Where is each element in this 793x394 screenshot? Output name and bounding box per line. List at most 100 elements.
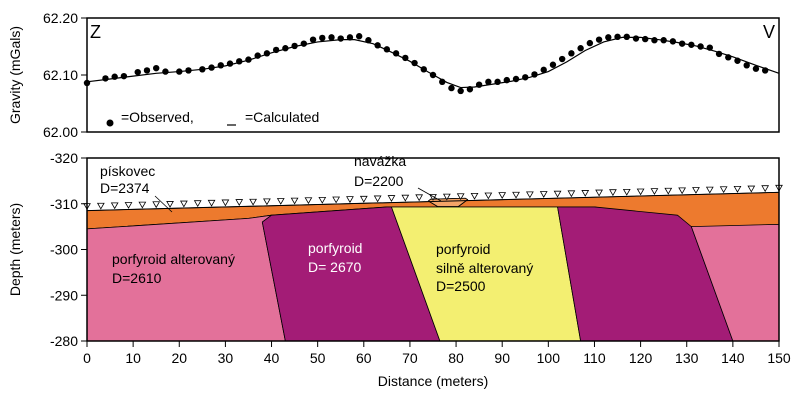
station-marker <box>650 188 659 196</box>
depth-axis-label: Depth (meters) <box>7 203 23 296</box>
observed-point <box>568 50 575 57</box>
station-marker <box>636 188 645 196</box>
station-marker <box>373 195 382 203</box>
station-marker <box>249 198 257 206</box>
observed-point <box>111 73 118 80</box>
observed-point <box>697 43 704 50</box>
observed-point <box>185 67 192 74</box>
station-marker <box>719 186 728 194</box>
distance-x-tick-label: 30 <box>218 350 234 366</box>
station-markers <box>83 184 783 211</box>
observed-point <box>752 65 760 72</box>
station-marker <box>747 185 756 193</box>
observed-point <box>365 37 372 44</box>
distance-axis-label: Distance (meters) <box>378 373 488 389</box>
station-marker <box>512 191 520 199</box>
observed-point <box>254 52 261 59</box>
observed-point <box>153 64 160 72</box>
station-marker <box>664 187 673 195</box>
gravity-axis-label: Gravity (mGals) <box>7 26 23 124</box>
observed-point <box>245 56 252 63</box>
observed-point <box>725 54 732 61</box>
station-marker <box>318 196 327 204</box>
station-marker <box>595 189 603 197</box>
distance-x-tick-label: 80 <box>448 350 464 366</box>
station-marker <box>567 190 576 198</box>
station-marker <box>470 192 479 200</box>
distance-x-tick-label: 50 <box>310 350 326 366</box>
observed-point <box>429 71 437 79</box>
station-marker <box>401 194 410 202</box>
depth-y-tick-label: -300 <box>50 242 78 258</box>
observed-point <box>558 55 566 63</box>
observed-point <box>540 66 547 74</box>
observed-point <box>355 33 363 40</box>
gravity-y-ticks: 62.00 62.10 62.20 <box>43 10 87 140</box>
station-marker <box>705 186 714 194</box>
station-marker <box>539 191 548 198</box>
station-marker <box>124 202 133 209</box>
distance-x-ticks: 0 10 20 30 40 50 60 70 80 90 100 110 120 130 140 150 <box>83 341 791 366</box>
depth-y-tick-label: -320 <box>50 150 78 166</box>
observed-point <box>531 71 538 78</box>
geologic-bodies <box>86 191 780 342</box>
gravity-legend: =Observed, =Calculated <box>106 109 319 127</box>
observed-point <box>715 50 723 58</box>
station-marker <box>193 200 202 208</box>
station-marker <box>359 195 368 203</box>
distance-x-tick-label: 0 <box>83 350 91 366</box>
observed-point <box>217 62 224 69</box>
observed-point <box>272 46 280 54</box>
observed-point <box>411 59 418 67</box>
station-marker <box>733 186 742 193</box>
observed-point <box>291 42 298 50</box>
station-marker <box>761 185 770 193</box>
direction-label-west: Z <box>90 22 101 42</box>
observed-point <box>457 87 464 95</box>
label-porfyroid-alterovany: porfyroid alterovaný <box>112 251 235 267</box>
observed-point <box>595 36 603 43</box>
label-piskovec: pískovec <box>100 163 155 179</box>
station-marker <box>221 199 230 207</box>
pointer-navazka <box>417 187 442 202</box>
observed-point <box>328 34 335 41</box>
observed-point <box>642 35 649 43</box>
gravity-panel: 62.00 62.10 62.20 Gravity (mGals) Z V =Obs… <box>7 10 780 140</box>
station-marker <box>581 190 590 197</box>
station-marker <box>179 200 188 208</box>
legend-calculated-label: =Calculated <box>245 109 319 125</box>
observed-point <box>282 45 289 52</box>
observed-point <box>475 81 483 88</box>
distance-x-tick-label: 70 <box>402 350 418 366</box>
observed-point <box>577 45 584 52</box>
observed-point <box>734 57 741 64</box>
label-porfyroid-density: D= 2670 <box>308 259 362 275</box>
observed-point <box>199 66 206 73</box>
observed-point <box>346 34 354 41</box>
station-marker <box>415 194 424 202</box>
station-marker <box>290 197 299 205</box>
observed-point <box>392 50 400 57</box>
station-marker <box>263 198 271 206</box>
observed-point <box>402 54 409 62</box>
observed-point <box>374 42 381 49</box>
observed-point <box>208 64 215 71</box>
station-marker <box>678 187 687 195</box>
observed-point <box>549 61 557 68</box>
observed-point <box>466 86 474 93</box>
station-marker <box>498 192 507 200</box>
label-silne-alterovany: silně alterovaný <box>436 260 533 276</box>
depth-y-tick-label: -310 <box>50 196 78 212</box>
gravity-y-tick-label: 62.10 <box>43 67 78 83</box>
label-porfyroid-silne: porfyroid <box>436 241 490 257</box>
distance-x-tick-label: 10 <box>125 350 141 366</box>
observed-point <box>337 35 344 42</box>
distance-x-tick-label: 90 <box>494 350 510 366</box>
gravity-y-tick-label: 62.20 <box>43 10 78 26</box>
label-porfyroid: porfyroid <box>308 240 362 256</box>
observed-point <box>669 38 677 45</box>
observed-points <box>83 33 769 95</box>
depth-y-tick-label: -280 <box>50 333 78 349</box>
label-piskovec-density: D=2374 <box>100 180 150 196</box>
observed-point <box>660 37 667 44</box>
